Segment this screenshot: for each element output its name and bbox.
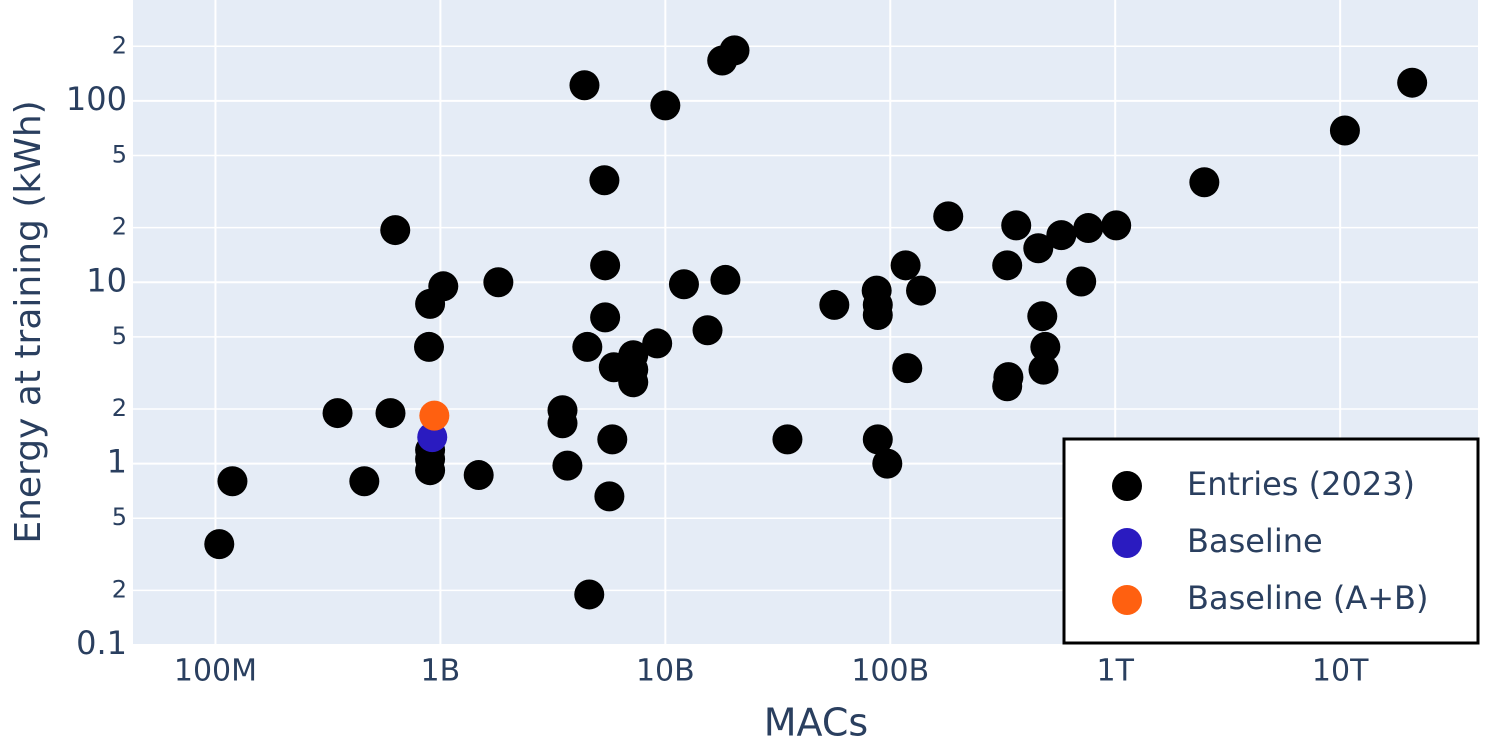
- data-point: [1101, 210, 1132, 241]
- data-point: [1028, 354, 1059, 385]
- data-point: [1066, 266, 1097, 297]
- y-tick-label: 0.1: [76, 624, 127, 662]
- data-point: [890, 250, 921, 281]
- data-point: [710, 264, 741, 295]
- y-tick-label: 5: [112, 322, 127, 350]
- x-tick-label: 1T: [1097, 654, 1135, 689]
- y-tick-label: 2: [112, 575, 127, 603]
- data-point: [668, 269, 699, 300]
- data-point: [862, 299, 893, 330]
- data-point: [906, 275, 937, 306]
- legend-label: Baseline (A+B): [1187, 579, 1428, 617]
- data-point: [992, 371, 1023, 402]
- legend-marker: [1112, 471, 1142, 501]
- data-point: [204, 529, 235, 560]
- data-point: [590, 302, 621, 333]
- y-tick-label: 2: [112, 394, 127, 422]
- data-point: [594, 481, 625, 512]
- data-point: [1397, 67, 1428, 98]
- data-point: [933, 201, 964, 232]
- x-tick-label: 10B: [636, 654, 695, 689]
- y-axis-title: Energy at training (kWh): [8, 100, 49, 543]
- data-point: [1046, 220, 1077, 251]
- data-point: [862, 424, 893, 455]
- data-point: [892, 353, 923, 384]
- data-point: [217, 466, 248, 497]
- x-tick-label: 10T: [1312, 654, 1369, 689]
- data-point: [872, 448, 903, 479]
- data-point: [483, 267, 514, 298]
- data-point: [772, 424, 803, 455]
- y-tick-label: 10: [86, 261, 127, 299]
- data-point: [1030, 331, 1061, 362]
- data-point: [1001, 210, 1032, 241]
- y-tick-label: 100: [66, 80, 127, 118]
- data-point: [590, 250, 621, 281]
- legend-label: Baseline: [1187, 522, 1323, 560]
- data-point: [428, 271, 459, 302]
- x-tick-label: 100M: [174, 654, 257, 689]
- data-point: [1027, 301, 1058, 332]
- y-tick-label: 5: [112, 503, 127, 531]
- data-point: [419, 400, 450, 431]
- data-point: [1073, 213, 1104, 244]
- y-tick-label: 2: [112, 31, 127, 59]
- data-point: [414, 331, 445, 362]
- data-point: [415, 455, 446, 486]
- x-axis-title: MACs: [764, 701, 868, 745]
- data-point: [589, 165, 620, 196]
- data-point: [322, 398, 353, 429]
- data-point: [650, 90, 681, 121]
- y-tick-label: 5: [112, 140, 127, 168]
- x-tick-label: 100B: [851, 654, 929, 689]
- data-point: [692, 315, 723, 346]
- data-point: [618, 367, 649, 398]
- data-point: [574, 579, 605, 610]
- data-point: [642, 328, 673, 359]
- legend-label: Entries (2023): [1187, 465, 1415, 503]
- data-point: [572, 331, 603, 362]
- legend-marker: [1112, 528, 1142, 558]
- data-point: [819, 289, 850, 320]
- data-point: [597, 424, 628, 455]
- legend-marker: [1112, 585, 1142, 615]
- data-point: [1023, 233, 1054, 264]
- data-point: [552, 450, 583, 481]
- data-point: [375, 398, 406, 429]
- data-point: [547, 408, 578, 439]
- data-point: [380, 215, 411, 246]
- data-point: [349, 466, 380, 497]
- data-point: [569, 70, 600, 101]
- y-tick-label: 1: [107, 443, 127, 481]
- y-tick-label: 2: [112, 213, 127, 241]
- data-point: [463, 460, 494, 491]
- data-point: [719, 35, 750, 66]
- data-point: [992, 250, 1023, 281]
- x-tick-label: 1B: [421, 654, 461, 689]
- data-point: [1329, 115, 1360, 146]
- data-point: [417, 422, 448, 453]
- data-point: [1189, 167, 1220, 198]
- legend: Entries (2023) Baseline Baseline (A+B): [1062, 437, 1480, 645]
